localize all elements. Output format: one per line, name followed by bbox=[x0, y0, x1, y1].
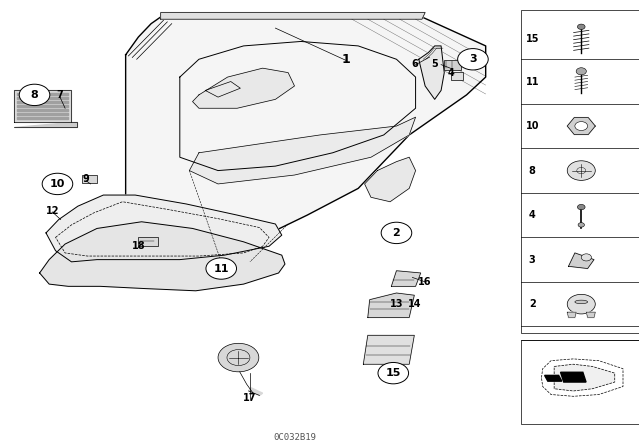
Polygon shape bbox=[561, 372, 586, 382]
Circle shape bbox=[577, 24, 585, 30]
Text: 8: 8 bbox=[529, 166, 536, 176]
Polygon shape bbox=[567, 312, 576, 318]
Text: 10: 10 bbox=[50, 179, 65, 189]
FancyBboxPatch shape bbox=[444, 60, 461, 69]
Circle shape bbox=[576, 68, 586, 75]
Polygon shape bbox=[248, 388, 262, 396]
Circle shape bbox=[458, 48, 488, 70]
Bar bbox=[521, 340, 639, 424]
Polygon shape bbox=[586, 312, 595, 318]
Polygon shape bbox=[17, 117, 68, 119]
Circle shape bbox=[567, 294, 595, 314]
Circle shape bbox=[218, 343, 259, 372]
Polygon shape bbox=[14, 90, 72, 121]
FancyBboxPatch shape bbox=[82, 176, 97, 183]
Circle shape bbox=[206, 258, 237, 279]
Text: 9: 9 bbox=[83, 174, 90, 185]
Text: 11: 11 bbox=[525, 77, 539, 86]
Polygon shape bbox=[545, 375, 562, 381]
Text: 10: 10 bbox=[525, 121, 539, 131]
Text: 2: 2 bbox=[529, 299, 536, 309]
Text: 17: 17 bbox=[243, 392, 257, 403]
Polygon shape bbox=[17, 109, 68, 112]
Text: 4: 4 bbox=[448, 68, 454, 78]
Text: 1: 1 bbox=[341, 53, 350, 66]
FancyBboxPatch shape bbox=[138, 237, 158, 246]
Text: 15: 15 bbox=[525, 34, 539, 44]
Text: 5: 5 bbox=[431, 59, 438, 69]
Polygon shape bbox=[392, 271, 420, 286]
Text: 14: 14 bbox=[408, 299, 421, 309]
Circle shape bbox=[567, 161, 595, 181]
Text: 13: 13 bbox=[390, 299, 403, 309]
Polygon shape bbox=[419, 46, 444, 99]
Polygon shape bbox=[568, 253, 594, 268]
Polygon shape bbox=[14, 121, 77, 127]
Text: 18: 18 bbox=[132, 241, 145, 251]
Text: 8: 8 bbox=[31, 90, 38, 100]
Text: 7: 7 bbox=[56, 90, 63, 100]
Polygon shape bbox=[364, 335, 414, 364]
FancyBboxPatch shape bbox=[451, 72, 463, 80]
Text: 3: 3 bbox=[529, 254, 536, 265]
Polygon shape bbox=[554, 364, 614, 391]
Circle shape bbox=[581, 254, 591, 261]
Ellipse shape bbox=[575, 300, 588, 304]
Polygon shape bbox=[46, 195, 282, 262]
Circle shape bbox=[378, 362, 408, 384]
Text: 2: 2 bbox=[392, 228, 401, 238]
Polygon shape bbox=[40, 222, 285, 291]
Polygon shape bbox=[17, 97, 68, 99]
Polygon shape bbox=[17, 105, 68, 108]
Text: 6: 6 bbox=[411, 59, 418, 69]
Text: 16: 16 bbox=[419, 277, 432, 287]
Circle shape bbox=[575, 121, 588, 130]
Circle shape bbox=[42, 173, 73, 194]
Text: 0C032B19: 0C032B19 bbox=[273, 433, 316, 442]
Circle shape bbox=[19, 84, 50, 106]
Polygon shape bbox=[567, 117, 595, 134]
Text: 11: 11 bbox=[214, 263, 229, 274]
Circle shape bbox=[381, 222, 412, 244]
Polygon shape bbox=[193, 68, 294, 108]
Bar bbox=[521, 10, 639, 333]
Polygon shape bbox=[125, 17, 486, 277]
Text: 15: 15 bbox=[385, 368, 401, 378]
Text: 4: 4 bbox=[529, 210, 536, 220]
Polygon shape bbox=[189, 117, 415, 184]
Polygon shape bbox=[17, 93, 68, 95]
Polygon shape bbox=[17, 113, 68, 116]
Circle shape bbox=[578, 223, 584, 227]
Polygon shape bbox=[368, 293, 414, 318]
Text: 12: 12 bbox=[45, 206, 59, 215]
Polygon shape bbox=[161, 13, 425, 19]
Circle shape bbox=[577, 204, 585, 210]
Text: 3: 3 bbox=[469, 54, 477, 64]
Polygon shape bbox=[17, 101, 68, 103]
Polygon shape bbox=[365, 157, 415, 202]
